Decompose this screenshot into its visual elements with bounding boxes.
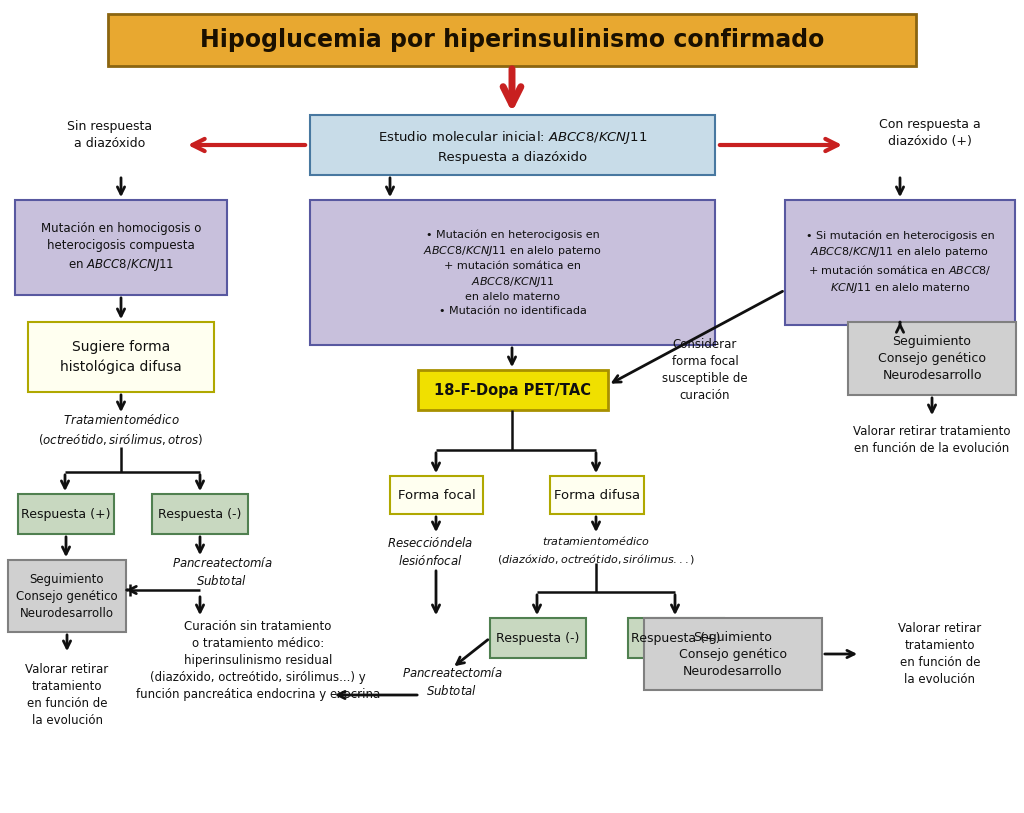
Text: Con respuesta a
diazóxido (+): Con respuesta a diazóxido (+) [880,118,981,148]
FancyBboxPatch shape [848,322,1016,395]
FancyBboxPatch shape [152,494,248,534]
Text: $\it{Resección de la}$
$\it{lesión focal}$: $\it{Resección de la}$ $\it{lesión focal… [387,536,473,568]
Text: Respuesta a diazóxido: Respuesta a diazóxido [438,150,587,163]
Text: Valorar retirar tratamiento
en función de la evolución: Valorar retirar tratamiento en función d… [853,425,1011,455]
FancyBboxPatch shape [490,618,586,658]
FancyBboxPatch shape [390,476,483,514]
Text: Mutación en homocigosis o
heterocigosis compuesta
en $\it{ABCC8/KCNJ11}$: Mutación en homocigosis o heterocigosis … [41,222,201,272]
FancyBboxPatch shape [628,618,724,658]
Text: Sin respuesta
a diazóxido: Sin respuesta a diazóxido [68,120,153,150]
Text: Forma difusa: Forma difusa [554,489,640,502]
Text: Sugiere forma
histológica difusa: Sugiere forma histológica difusa [60,341,182,373]
Text: Respuesta (+): Respuesta (+) [22,507,111,520]
Text: $\it{tratamiento médico}$
$\it{(diazóxido, octreótido, sirólimus...)}$: $\it{tratamiento médico}$ $\it{(diazóxid… [497,534,695,566]
FancyBboxPatch shape [8,560,126,632]
Text: Respuesta (-): Respuesta (-) [159,507,242,520]
FancyBboxPatch shape [15,200,227,295]
FancyBboxPatch shape [785,200,1015,325]
FancyBboxPatch shape [550,476,644,514]
FancyBboxPatch shape [310,115,715,175]
Text: Forma focal: Forma focal [397,489,475,502]
Text: Seguimiento
Consejo genético
Neurodesarrollo: Seguimiento Consejo genético Neurodesarr… [878,335,986,382]
Text: $\it{Tratamiento médico}$
$\it{(octreótido, sirólimus, otros)}$: $\it{Tratamiento médico}$ $\it{(octreóti… [39,413,204,447]
Text: Seguimiento
Consejo genético
Neurodesarrollo: Seguimiento Consejo genético Neurodesarr… [679,631,787,677]
Text: Considerar
forma focal
susceptible de
curación: Considerar forma focal susceptible de cu… [663,338,748,402]
FancyBboxPatch shape [108,14,916,66]
Text: Seguimiento
Consejo genético
Neurodesarrollo: Seguimiento Consejo genético Neurodesarr… [16,572,118,620]
Text: 18-F-Dopa PET/TAC: 18-F-Dopa PET/TAC [434,382,592,398]
FancyBboxPatch shape [18,494,114,534]
Text: Hipoglucemia por hiperinsulinismo confirmado: Hipoglucemia por hiperinsulinismo confir… [200,28,824,52]
Text: • Si mutación en heterocigosis en
$\it{ABCC8/KCNJ11}$ en alelo paterno
+ mutació: • Si mutación en heterocigosis en $\it{A… [806,230,994,295]
FancyBboxPatch shape [418,370,608,410]
Text: $\it{Pancreatectomía}$
$\it{Subtotal}$: $\it{Pancreatectomía}$ $\it{Subtotal}$ [172,556,272,588]
FancyBboxPatch shape [644,618,822,690]
Text: $\it{Pancreatectomía}$
$\it{Subtotal}$: $\it{Pancreatectomía}$ $\it{Subtotal}$ [401,666,503,698]
Text: Estudio molecular inicial: $\it{ABCC8/KCNJ11}$: Estudio molecular inicial: $\it{ABCC8/KC… [378,128,647,146]
FancyBboxPatch shape [310,200,715,345]
Text: Valorar retirar
tratamiento
en función de
la evolución: Valorar retirar tratamiento en función d… [898,622,982,686]
Text: Valorar retirar
tratamiento
en función de
la evolución: Valorar retirar tratamiento en función d… [26,663,109,727]
Text: Respuesta (-): Respuesta (-) [497,632,580,645]
Text: • Mutación en heterocigosis en
$\it{ABCC8/KCNJ11}$ en alelo paterno
+ mutación s: • Mutación en heterocigosis en $\it{ABCC… [423,229,602,315]
Text: Curación sin tratamiento
o tratamiento médico:
hiperinsulinismo residual
(diazóx: Curación sin tratamiento o tratamiento m… [136,620,380,701]
FancyBboxPatch shape [28,322,214,392]
Text: Respuesta (+): Respuesta (+) [631,632,721,645]
